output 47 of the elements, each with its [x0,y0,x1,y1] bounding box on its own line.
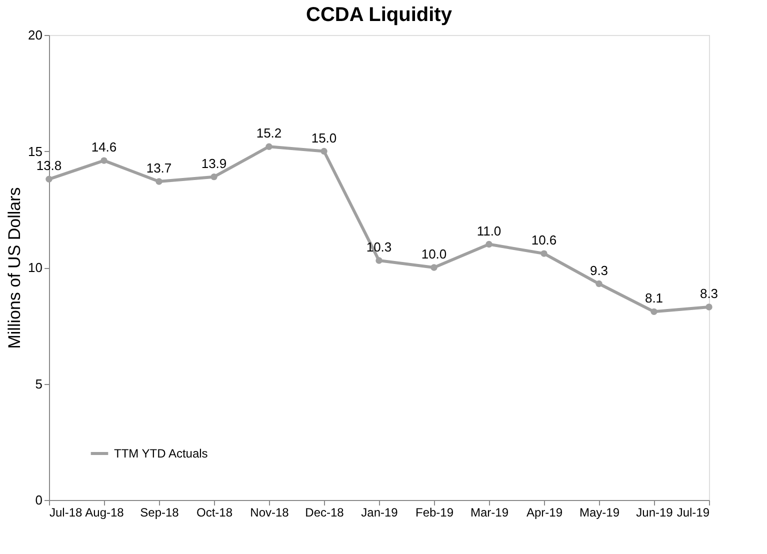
legend-label: TTM YTD Actuals [114,446,208,460]
data-label: 10.0 [421,246,447,262]
x-tick-label: Jun-19 [636,506,674,520]
point [596,280,602,288]
data-label: 13.7 [146,160,172,176]
data-label: 10.3 [366,240,392,255]
x-tick-label: May-19 [579,506,620,520]
point [376,257,382,264]
x-tick-label: Nov-18 [250,506,290,520]
x-tick-label: Mar-19 [470,506,509,520]
data-label: 11.0 [476,223,502,238]
point [486,240,492,248]
x-tick-label: Sep-18 [140,506,180,520]
x-tick-label: Dec-18 [305,506,344,520]
data-label: 8.1 [644,290,664,306]
x-tick-label: Feb-19 [415,506,454,520]
y-tick-label: 10 [28,260,42,275]
point [46,176,52,182]
y-tick-label: 5 [35,376,42,392]
point [210,173,218,180]
chart-title: CCDA Liquidity [306,4,453,26]
data-label: 13.8 [36,158,62,174]
point [430,264,438,271]
data-label: 8.3 [700,286,718,302]
point [706,304,712,310]
data-label: 13.9 [201,156,227,171]
data-label: 14.6 [91,140,117,155]
data-label: 9.3 [590,262,608,278]
x-tick-label: Jan-19 [361,506,398,520]
point [320,148,328,155]
data-label: 15.2 [256,126,282,141]
y-tick-label: 15 [28,144,42,159]
data-label: 15.0 [311,130,337,146]
x-tick-label: Jul-19 [676,506,710,520]
data-label: 10.6 [531,232,557,248]
x-tick-label: Apr-19 [526,506,563,520]
y-tick-label: 0 [35,492,42,508]
point [540,250,548,257]
point [100,157,108,164]
point [650,308,658,316]
point [156,178,162,185]
point [266,143,272,150]
x-tick-label: Jul-18 [50,506,83,520]
y-axis-title: Millions of US Dollars [5,187,24,349]
x-tick-label: Oct-18 [196,506,233,520]
x-tick-label: Aug-18 [85,506,124,520]
y-tick-label: 20 [28,28,42,42]
